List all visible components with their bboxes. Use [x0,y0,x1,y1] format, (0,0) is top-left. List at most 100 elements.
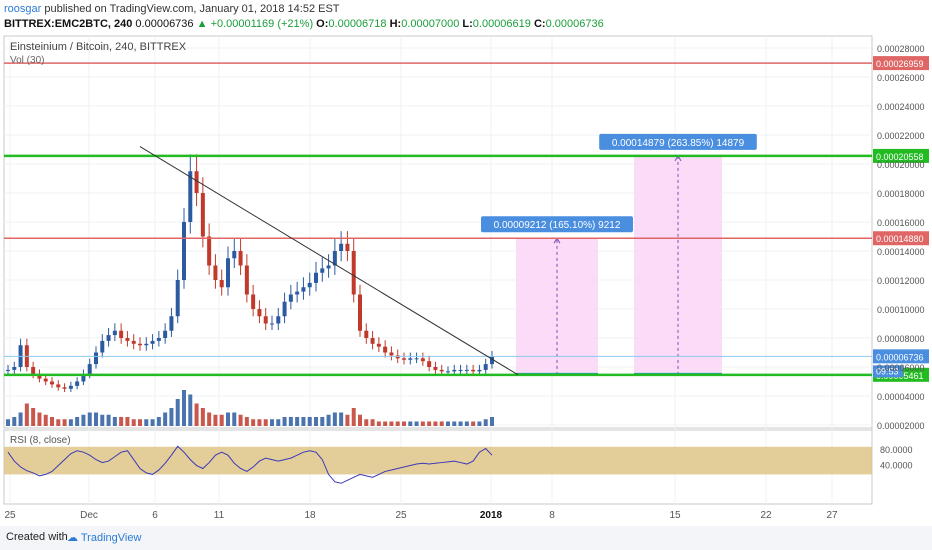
volume-bar [446,421,450,426]
candle-body [414,358,419,360]
candle-body [169,316,174,331]
volume-bar [427,421,432,426]
candle-body [288,294,293,302]
candle-body [452,369,457,372]
volume-bar [62,419,67,426]
volume-bar [288,417,293,426]
current-price: 0.00006736 [135,18,194,30]
volume-bar [383,421,388,426]
volume-bar [402,421,406,426]
candle-body [213,265,218,280]
volume-bar [56,419,61,426]
level-tag-label: 0.00020558 [876,152,924,162]
volume-bar [43,414,48,426]
candle-body [119,330,124,338]
volume-bar [345,414,350,426]
volume-bar [320,417,325,426]
candle-body [182,222,186,280]
candle-body [320,268,325,273]
target-label-bg [481,216,633,233]
targets: 0.00009212 (165.10%) 9212 0.00014879 (263… [481,133,757,375]
volume-bar [452,421,457,426]
candle-body [408,358,413,360]
candle-body [112,330,117,336]
created-with: Created with [6,531,68,543]
candle-body [31,367,36,375]
y-tick-label: 0.00026000 [877,73,925,83]
volume-bars [6,390,494,426]
candle-body [100,340,105,353]
candle-body [370,338,375,344]
candle-body [106,335,111,341]
volume-bar [389,421,394,426]
candle-body [307,282,312,288]
candle-body [282,301,287,317]
volume-bar [257,419,262,426]
candle-body [351,251,356,295]
symbol-info: BITTREX:EMC2BTC, 240 0.00006736 ▲ +0.000… [4,17,604,32]
footer: Created with ☁ TradingView [0,526,932,550]
candle-body [490,356,494,365]
volume-bar [295,417,300,426]
volume-bar [263,419,268,426]
candle-body [439,369,444,372]
volume-bar [477,421,482,426]
volume-bar [156,417,161,426]
x-tick-label: 22 [760,510,772,521]
volume-bar [219,414,224,426]
open-value: 0.00006718 [328,18,387,30]
volume-bar [490,417,494,426]
candle-body [75,381,80,386]
tradingview-brand[interactable]: ☁ TradingView [67,531,141,544]
volume-bar [81,414,86,426]
x-tick-label: 6 [152,510,158,521]
volume-bar [194,403,199,426]
candle-body [232,251,237,259]
author-link[interactable]: roosgar [4,3,42,15]
candle-body [433,367,438,370]
x-tick-label: 15 [669,510,681,521]
horizontal-levels: 0.000269590.000205580.000148800.00005461… [4,56,929,382]
y-tick-label: 0.00016000 [877,218,925,228]
brand-text: TradingView [80,532,142,544]
volume-bar [200,408,205,426]
candle-body [270,323,274,325]
y-tick-label: 0.00028000 [877,44,925,54]
candle-body [12,367,17,370]
candle-body [345,243,350,251]
volume-bar [364,419,369,426]
candle-body [376,343,381,347]
volume-bar [112,417,117,426]
volume-bar [119,417,124,426]
price-pane[interactable] [3,35,873,429]
volume-bar [37,412,42,426]
price-axis: 0.00028000 0.00026000 0.00024000 0.00022000… [877,44,925,470]
candle-body [6,369,10,371]
volume-bar [12,417,17,426]
candle-body [402,358,406,360]
candle-body [244,265,249,295]
high-value: 0.00007000 [401,18,460,30]
candle-body [37,374,42,379]
level-tag [873,231,929,246]
volume-bar [464,421,469,426]
chart-title: Einsteinium / Bitcoin, 240, BITTREX [10,41,187,53]
volume-bar [226,412,230,426]
volume-bar [213,414,218,426]
chart-canvas[interactable]: 0.00009212 (165.10%) 9212 0.00014879 (263… [0,0,932,526]
candle-body [458,369,463,371]
volume-bar [251,419,256,426]
y-tick-label: 0.00006000 [877,363,925,373]
level-tag-label: 0.00014880 [876,234,924,244]
volume-label: Vol (30) [10,55,44,66]
rsi-series [7,445,493,484]
x-tick-label: 25 [395,510,407,521]
volume-bar [50,417,54,426]
candle-body [188,171,193,222]
trendline [139,146,519,376]
volume-bar [433,421,438,426]
candle-body [156,338,161,341]
volume-bar [276,419,281,426]
volume-bar [87,412,92,426]
candle-body [464,369,469,371]
